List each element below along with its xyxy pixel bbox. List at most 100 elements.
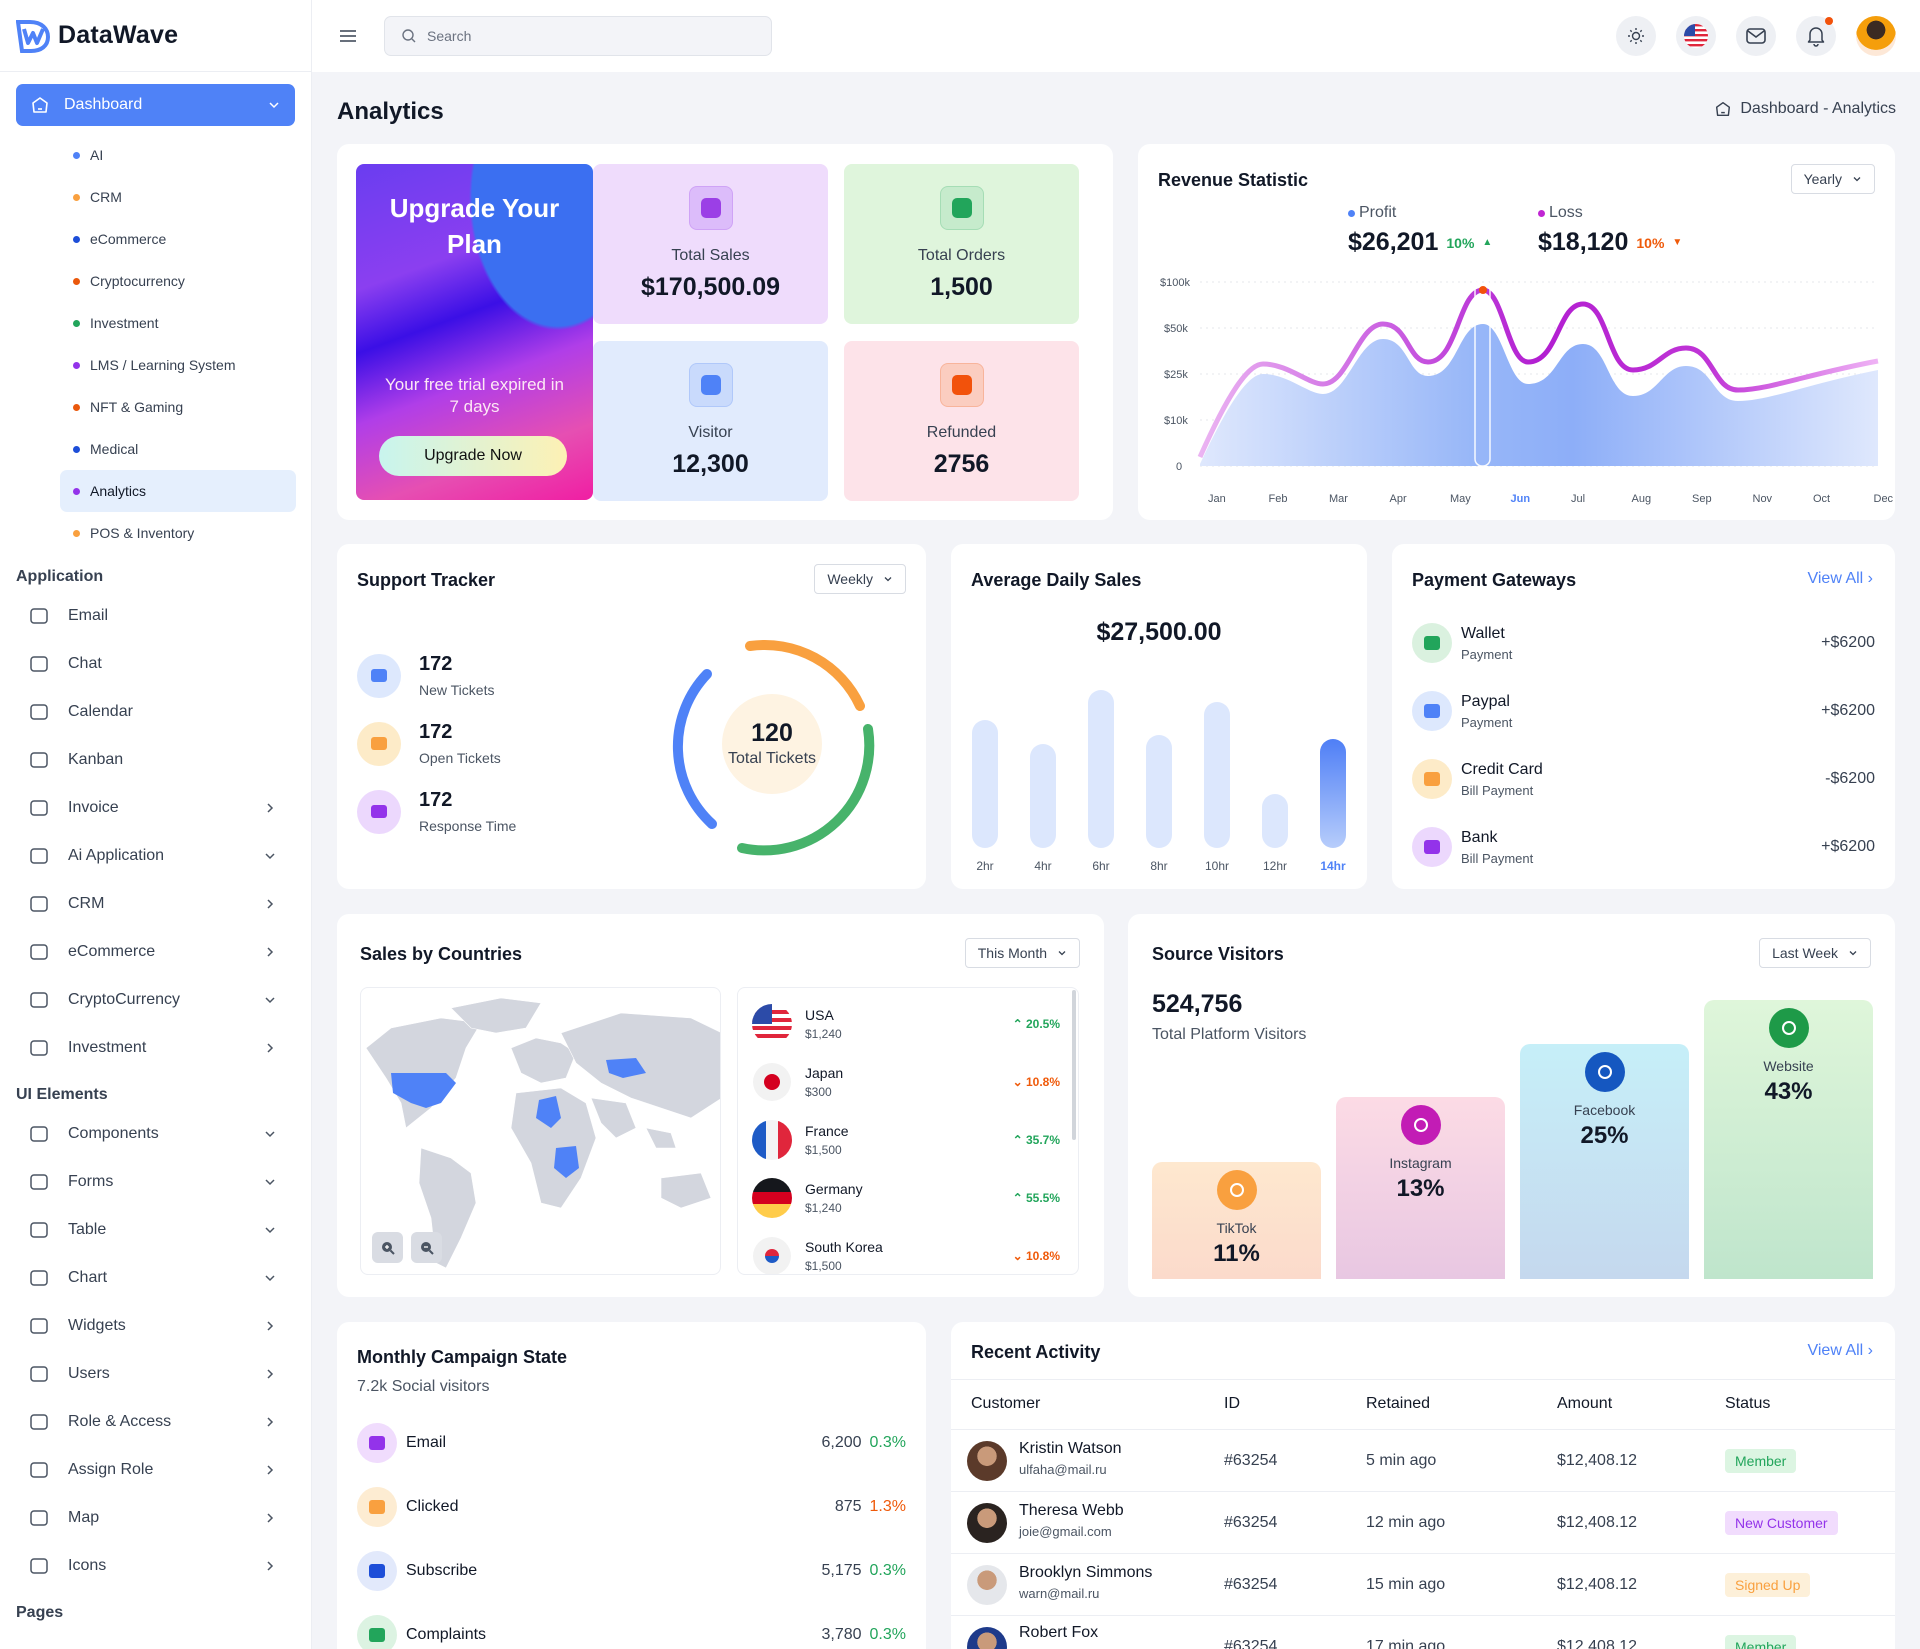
- zoom-in-button[interactable]: [372, 1232, 403, 1263]
- sidebar-item-calendar[interactable]: Calendar: [16, 688, 295, 736]
- campaign-row-email[interactable]: Email 6,200 0.3%: [357, 1422, 906, 1464]
- zoom-out-button[interactable]: [411, 1232, 442, 1263]
- source-bar-website[interactable]: Website 43%: [1704, 1000, 1873, 1279]
- activity-table-header: Customer ID Retained Amount Status: [951, 1379, 1895, 1429]
- revenue-period-dropdown[interactable]: Yearly: [1790, 164, 1875, 194]
- sidebar-item-map[interactable]: Map: [16, 1494, 295, 1542]
- messages-button[interactable]: [1736, 16, 1776, 56]
- table-row[interactable]: Theresa Webb joie@gmail.com #63254 12 mi…: [951, 1491, 1895, 1553]
- sidebar-item-widgets[interactable]: Widgets: [16, 1302, 295, 1350]
- table-row[interactable]: Robert Fox #63254 17 min ago $12,408.12 …: [951, 1615, 1895, 1649]
- loss-label: Loss: [1549, 204, 1583, 221]
- bar-10hr[interactable]: [1204, 702, 1230, 848]
- sidebar-item-chat[interactable]: Chat: [16, 640, 295, 688]
- campaign-row-subscribe[interactable]: Subscribe 5,175 0.3%: [357, 1550, 906, 1592]
- sidebar-item-icons[interactable]: Icons: [16, 1542, 295, 1590]
- chevron-down-icon: [265, 1131, 275, 1138]
- table-row[interactable]: Kristin Watson ulfaha@mail.ru #63254 5 m…: [951, 1429, 1895, 1491]
- revenue-area-chart[interactable]: $100k $50k $25k $10k 0 Jan Feb Mar Apr May Jun Jul…: [1138, 274, 1895, 514]
- language-button[interactable]: [1676, 16, 1716, 56]
- search-input[interactable]: Search: [384, 16, 772, 56]
- column-header-retained[interactable]: Retained: [1366, 1395, 1431, 1412]
- sidebar-item-investment[interactable]: Investment: [16, 1024, 295, 1072]
- sidebar-item-label: Components: [68, 1125, 159, 1142]
- support-period-dropdown[interactable]: Weekly: [814, 564, 906, 594]
- sidebar-subitem-ai[interactable]: AI: [60, 134, 296, 176]
- sidebar-subitem-lms-learning-system[interactable]: LMS / Learning System: [60, 344, 296, 386]
- world-map[interactable]: [360, 987, 721, 1275]
- notifications-button[interactable]: [1796, 16, 1836, 56]
- sidebar-item-chart[interactable]: Chart: [16, 1254, 295, 1302]
- sidebar-item-email[interactable]: Email: [16, 592, 295, 640]
- sidebar-item-ecommerce[interactable]: eCommerce: [16, 928, 295, 976]
- sidebar-item-ai-application[interactable]: Ai Application: [16, 832, 295, 880]
- payment-item-wallet[interactable]: Wallet Payment +$6200: [1412, 622, 1875, 664]
- countries-list[interactable]: USA $1,240 ⌃ 20.5% Japan $300 ⌄ 10.8% Fr…: [737, 987, 1079, 1275]
- brand-logo[interactable]: DataWave: [0, 0, 311, 72]
- sidebar-item-kanban[interactable]: Kanban: [16, 736, 295, 784]
- sidebar-item-dashboard[interactable]: Dashboard: [16, 84, 295, 126]
- sidebar-item-invoice[interactable]: Invoice: [16, 784, 295, 832]
- user-avatar[interactable]: [1856, 16, 1896, 56]
- stat-tile-total-sales[interactable]: Total Sales $170,500.09: [593, 164, 828, 324]
- bar-14hr[interactable]: [1320, 739, 1346, 848]
- sidebar-subitem-nft-gaming[interactable]: NFT & Gaming: [60, 386, 296, 428]
- sidebar-subitem-cryptocurrency[interactable]: Cryptocurrency: [60, 260, 296, 302]
- source-bar-instagram[interactable]: Instagram 13%: [1336, 1097, 1505, 1279]
- column-header-amount[interactable]: Amount: [1557, 1395, 1613, 1412]
- payment-item-bank[interactable]: Bank Bill Payment +$6200: [1412, 826, 1875, 868]
- country-row-south-korea[interactable]: South Korea $1,500 ⌄ 10.8%: [752, 1234, 1060, 1274]
- stat-tile-total-orders[interactable]: Total Orders 1,500: [844, 164, 1079, 324]
- sidebar-item-crm[interactable]: CRM: [16, 880, 295, 928]
- column-header-status[interactable]: Status: [1725, 1395, 1771, 1412]
- column-header-customer[interactable]: Customer: [971, 1395, 1041, 1412]
- sidebar-item-role-access[interactable]: Role & Access: [16, 1398, 295, 1446]
- countries-period-dropdown[interactable]: This Month: [964, 938, 1080, 968]
- sidebar-subitem-medical[interactable]: Medical: [60, 428, 296, 470]
- sidebar-item-cryptocurrency[interactable]: CryptoCurrency: [16, 976, 295, 1024]
- payments-view-all-link[interactable]: View All ›: [1807, 570, 1873, 587]
- sidebar-item-table[interactable]: Table: [16, 1206, 295, 1254]
- table-row[interactable]: Brooklyn Simmons warn@mail.ru #63254 15 …: [951, 1553, 1895, 1615]
- tickets-donut-chart[interactable]: [652, 624, 892, 864]
- country-row-france[interactable]: France $1,500 ⌃ 35.7%: [752, 1118, 1060, 1162]
- source-bar-facebook[interactable]: Facebook 25%: [1520, 1044, 1689, 1279]
- payment-item-credit-card[interactable]: Credit Card Bill Payment -$6200: [1412, 758, 1875, 800]
- mail-icon: [28, 605, 50, 627]
- source-period-dropdown[interactable]: Last Week: [1759, 938, 1871, 968]
- bar-8hr[interactable]: [1146, 735, 1172, 848]
- sidebar-subitem-investment[interactable]: Investment: [60, 302, 296, 344]
- country-row-usa[interactable]: USA $1,240 ⌃ 20.5%: [752, 1002, 1060, 1046]
- bar-6hr[interactable]: [1088, 690, 1114, 848]
- payment-item-paypal[interactable]: Paypal Payment +$6200: [1412, 690, 1875, 732]
- campaign-row-complaints[interactable]: Complaints 3,780 0.3%: [357, 1614, 906, 1649]
- dropdown-value: Weekly: [827, 571, 873, 587]
- sidebar-item-assign-role[interactable]: Assign Role: [16, 1446, 295, 1494]
- sidebar-item-forms[interactable]: Forms: [16, 1158, 295, 1206]
- column-header-id[interactable]: ID: [1224, 1395, 1240, 1412]
- sidebar-item-users[interactable]: Users: [16, 1350, 295, 1398]
- campaign-row-clicked[interactable]: Clicked 875 1.3%: [357, 1486, 906, 1528]
- countries-scrollbar[interactable]: [1072, 990, 1076, 1140]
- sidebar-item-label: Ai Application: [68, 847, 165, 864]
- activity-view-all-link[interactable]: View All ›: [1807, 1342, 1873, 1359]
- country-row-japan[interactable]: Japan $300 ⌄ 10.8%: [752, 1060, 1060, 1104]
- bar-2hr[interactable]: [972, 720, 998, 848]
- brand-name: DataWave: [58, 21, 179, 49]
- sidebar-subitem-pos-inventory[interactable]: POS & Inventory: [60, 512, 296, 554]
- sidebar-subitem-crm[interactable]: CRM: [60, 176, 296, 218]
- sidebar-item-components[interactable]: Components: [16, 1110, 295, 1158]
- stat-tile-refunded[interactable]: Refunded 2756: [844, 341, 1079, 501]
- chevron-right-icon: [267, 1561, 274, 1571]
- bar-12hr[interactable]: [1262, 794, 1288, 848]
- theme-toggle-button[interactable]: [1616, 16, 1656, 56]
- stat-tile-visitor[interactable]: Visitor 12,300: [593, 341, 828, 501]
- hamburger-menu-icon[interactable]: [338, 28, 358, 44]
- country-row-germany[interactable]: Germany $1,240 ⌃ 55.5%: [752, 1176, 1060, 1220]
- breadcrumb[interactable]: Dashboard - Analytics: [1714, 100, 1896, 118]
- source-bar-tiktok[interactable]: TikTok 11%: [1152, 1162, 1321, 1279]
- bar-4hr[interactable]: [1030, 744, 1056, 848]
- sidebar-subitem-analytics[interactable]: Analytics: [60, 470, 296, 512]
- upgrade-now-button[interactable]: Upgrade Now: [379, 436, 567, 476]
- sidebar-subitem-ecommerce[interactable]: eCommerce: [60, 218, 296, 260]
